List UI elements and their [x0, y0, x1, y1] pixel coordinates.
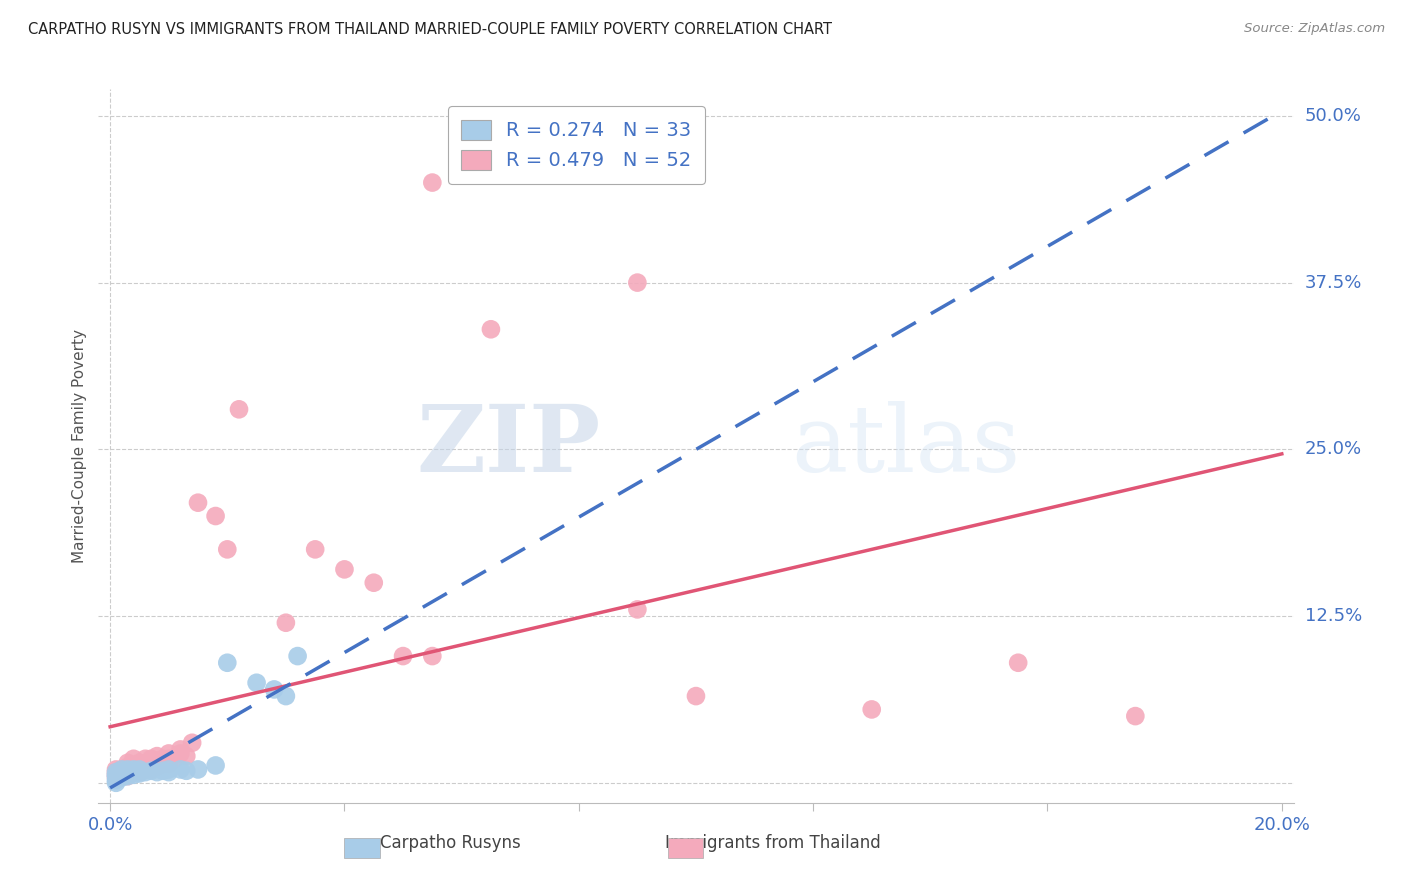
Text: 25.0%: 25.0% — [1305, 441, 1362, 458]
Text: Source: ZipAtlas.com: Source: ZipAtlas.com — [1244, 22, 1385, 36]
Point — [111, 768, 134, 782]
Point — [152, 752, 174, 766]
Point — [122, 765, 145, 780]
Point — [122, 763, 145, 777]
Point — [287, 649, 309, 664]
Point — [174, 764, 197, 778]
Point — [122, 752, 145, 766]
Point — [117, 765, 139, 780]
Point — [157, 765, 180, 780]
Point — [274, 689, 297, 703]
Text: 12.5%: 12.5% — [1305, 607, 1362, 625]
Point — [128, 763, 150, 777]
Text: CARPATHO RUSYN VS IMMIGRANTS FROM THAILAND MARRIED-COUPLE FAMILY POVERTY CORRELA: CARPATHO RUSYN VS IMMIGRANTS FROM THAILA… — [28, 22, 832, 37]
Point — [122, 765, 145, 780]
Point — [363, 575, 385, 590]
Point — [246, 675, 269, 690]
Text: ZIP: ZIP — [416, 401, 600, 491]
Point — [141, 764, 163, 778]
Point — [105, 765, 128, 780]
Point — [105, 768, 128, 782]
Text: atlas: atlas — [792, 401, 1021, 491]
Point — [169, 763, 191, 777]
Point — [146, 760, 169, 774]
Point — [128, 766, 150, 780]
Point — [128, 756, 150, 770]
Point — [392, 649, 415, 664]
Point — [134, 752, 156, 766]
Point — [117, 765, 139, 780]
Point — [146, 765, 169, 780]
Point — [117, 766, 139, 780]
Point — [105, 771, 128, 785]
Legend: R = 0.274   N = 33, R = 0.479   N = 52: R = 0.274 N = 33, R = 0.479 N = 52 — [449, 106, 704, 184]
Point — [157, 747, 180, 761]
Point — [146, 749, 169, 764]
Point — [105, 763, 128, 777]
Point — [204, 758, 226, 772]
Point — [157, 763, 180, 777]
Text: Carpatho Rusyns: Carpatho Rusyns — [380, 834, 520, 852]
Point — [174, 749, 197, 764]
Point — [157, 757, 180, 772]
Point — [860, 702, 883, 716]
Point — [157, 752, 180, 766]
Point — [685, 689, 707, 703]
Point — [420, 649, 443, 664]
Point — [333, 562, 356, 576]
Point — [152, 764, 174, 778]
Point — [263, 682, 285, 697]
Point — [141, 756, 163, 770]
Point — [122, 760, 145, 774]
Point — [420, 176, 443, 190]
Point — [163, 752, 186, 766]
Point — [111, 768, 134, 782]
Point — [204, 509, 226, 524]
Point — [187, 763, 209, 777]
Point — [105, 773, 128, 788]
Point — [152, 757, 174, 772]
Point — [134, 757, 156, 772]
Point — [117, 769, 139, 783]
Point — [117, 763, 139, 777]
Point — [187, 496, 209, 510]
Point — [105, 769, 128, 783]
Point — [134, 765, 156, 780]
Point — [128, 765, 150, 780]
Point — [626, 602, 648, 616]
Text: 37.5%: 37.5% — [1305, 274, 1362, 292]
Y-axis label: Married-Couple Family Poverty: Married-Couple Family Poverty — [72, 329, 87, 563]
Point — [128, 760, 150, 774]
Point — [122, 768, 145, 782]
Point — [181, 736, 204, 750]
Point — [169, 747, 191, 761]
Point — [1123, 709, 1146, 723]
Point — [117, 756, 139, 770]
Point — [626, 276, 648, 290]
Point — [141, 763, 163, 777]
Point — [134, 763, 156, 777]
Point — [217, 542, 239, 557]
Point — [105, 776, 128, 790]
Point — [111, 765, 134, 780]
Point — [117, 760, 139, 774]
Point — [217, 656, 239, 670]
Point — [304, 542, 326, 557]
Point — [117, 769, 139, 783]
Point — [141, 752, 163, 766]
Point — [228, 402, 250, 417]
Point — [105, 765, 128, 780]
Point — [479, 322, 502, 336]
Point — [169, 742, 191, 756]
Point — [274, 615, 297, 630]
Point — [111, 763, 134, 777]
Point — [105, 768, 128, 782]
Text: 50.0%: 50.0% — [1305, 107, 1361, 125]
Text: Immigrants from Thailand: Immigrants from Thailand — [665, 834, 882, 852]
Point — [111, 765, 134, 780]
Point — [111, 771, 134, 785]
Point — [111, 763, 134, 777]
Point — [1007, 656, 1029, 670]
Point — [146, 756, 169, 770]
